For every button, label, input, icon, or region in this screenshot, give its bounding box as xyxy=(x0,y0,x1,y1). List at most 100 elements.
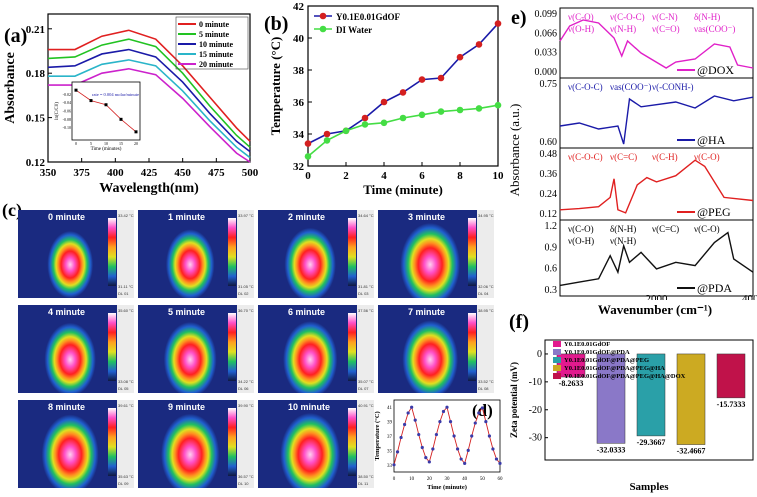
thermal-tmin: 35.63 °C xyxy=(118,474,134,479)
chart-e-legend-label: @PDA xyxy=(697,281,732,295)
chart-d-point xyxy=(498,461,502,465)
thermal-tmax: 39.90 °C xyxy=(238,403,254,408)
chart-b-point xyxy=(323,130,331,138)
chart-b-point xyxy=(304,153,312,160)
chart-d-xtick-label: 50 xyxy=(480,477,486,482)
chart-d-point xyxy=(399,435,403,440)
chart-a-xtick-label: 400 xyxy=(107,167,124,179)
chart-a-legend-label: 10 minute xyxy=(199,40,233,49)
chart-b-point xyxy=(437,74,445,82)
chart-b-xtick-label: 10 xyxy=(493,170,505,182)
chart-e-legend-label: @HA xyxy=(697,133,726,147)
chart-d-xtick-label: 10 xyxy=(409,477,415,482)
thermal-time-label: 6 minute xyxy=(288,307,326,317)
chart-f-value-label: -32.0333 xyxy=(597,445,626,454)
chart-b-point xyxy=(399,89,407,96)
chart-b-point xyxy=(494,101,502,109)
thermal-colorbar xyxy=(348,408,356,476)
chart-b-point xyxy=(342,127,350,135)
thermal-tmin: 34.22 °C xyxy=(238,379,254,384)
chart-d-point xyxy=(448,420,453,424)
thermal-image: 2 minute 34.64 °C 31.81 °C DL 03 xyxy=(258,210,374,298)
chart-e-xlabel: Wavenumber (cm⁻¹) xyxy=(598,302,712,317)
chart-b-point xyxy=(418,76,426,83)
chart-a-xtick-label: 450 xyxy=(174,167,191,179)
chart-f-value-label: -29.3667 xyxy=(637,438,666,447)
thermal-tmin: 31.81 °C xyxy=(358,284,374,289)
chart-a-inset-xtick: 20 xyxy=(134,141,138,146)
thermal-scale-panel xyxy=(477,210,494,298)
chart-a-ytick-label: 0.21 xyxy=(26,24,45,36)
chart-e-annotation: νas(COO⁻) xyxy=(610,82,651,92)
chart-e-annotation: ν(C-N) xyxy=(652,12,678,22)
chart-a-inset-ytick: -0.08 xyxy=(63,117,71,122)
chart-a-ytick-label: 0.18 xyxy=(26,68,46,80)
chart-b-ytick-label: 38 xyxy=(293,65,305,77)
chart-e-annotation: ν(C-H) xyxy=(652,152,678,162)
chart-a-inset-frame xyxy=(71,81,141,141)
thermal-scale-panel xyxy=(237,210,254,298)
chart-d-point xyxy=(434,432,438,437)
chart-a-ytick-label: 0.12 xyxy=(26,157,46,169)
chart-d-xtick-label: 60 xyxy=(498,477,504,482)
chart-f-bar xyxy=(596,353,626,444)
chart-f-ytick-label: -10 xyxy=(529,377,542,388)
chart-b-xtick-label: 6 xyxy=(419,170,425,182)
thermal-time-label: 1 minute xyxy=(168,212,206,222)
thermal-id: DL 01 xyxy=(118,291,129,296)
thermal-tmax: 35.60 °C xyxy=(118,308,134,313)
chart-e-annotation: δ(N-H) xyxy=(694,12,720,22)
chart-e-spectrum xyxy=(559,231,754,287)
thermal-colorbar xyxy=(468,313,476,381)
chart-e-subframe xyxy=(559,219,754,297)
thermal-colorbar xyxy=(108,313,116,381)
thermal-id: DL 10 xyxy=(238,481,249,486)
chart-e-annotation: ν(C=C) xyxy=(610,152,637,162)
chart-a-inset-point xyxy=(134,130,138,134)
thermal-colorbar xyxy=(348,218,356,286)
chart-e-annotation: ν(O-H) xyxy=(568,24,594,34)
chart-b-ytick-label: 42 xyxy=(293,1,305,13)
chart-d-point xyxy=(438,420,442,424)
chart-a-inset-xtick: 15 xyxy=(119,141,123,146)
chart-b-point xyxy=(304,140,312,147)
thermal-scale-panel xyxy=(477,305,494,393)
chart-e-ytick-label: 0.099 xyxy=(535,9,558,20)
chart-d-point xyxy=(487,434,491,438)
chart-e-ytick-label: 0.48 xyxy=(540,149,558,160)
thermal-scale-panel xyxy=(357,400,374,488)
chart-a-inset-point xyxy=(74,88,78,92)
thermal-id: DL 03 xyxy=(358,291,369,296)
thermal-tmax: 33.97 °C xyxy=(238,213,254,218)
thermal-id: DL 08 xyxy=(478,386,489,391)
chart-e-spectrum xyxy=(559,95,754,145)
chart-d-ylabel: Temperature (°C) xyxy=(374,411,381,460)
chart-b-point xyxy=(323,137,331,144)
chart-a-inset-xlabel: Time (minutes) xyxy=(91,147,122,152)
chart-e-ytick-label: 0.9 xyxy=(545,242,558,253)
chart-e-ytick-label: 0.60 xyxy=(540,137,558,148)
chart-e-ylabel: Absorbance (a.u.) xyxy=(507,104,522,197)
chart-b-point xyxy=(456,106,464,114)
thermal-tmax: 37.56 °C xyxy=(358,308,374,313)
thermal-time-label: 7 minute xyxy=(408,307,446,317)
chart-a-inset-xtick: 10 xyxy=(104,141,108,146)
chart-d-point xyxy=(392,463,396,467)
chart-b-legend-marker xyxy=(319,25,327,33)
chart-f-legend-label: Y0.1E0.01GdOF@PDA xyxy=(564,349,630,356)
thermal-colorbar xyxy=(228,218,236,286)
thermal-tmin: 38.50 °C xyxy=(358,474,374,479)
chart-d-cycles: (d) 0 10 20 30 40 50 60 33 35 37 39 41 Time (minute) T… xyxy=(370,392,505,497)
chart-e-annotation: ν(O-H) xyxy=(568,236,594,246)
chart-e-annotation: ν(C=C) xyxy=(652,224,679,234)
chart-f-legend-swatch xyxy=(553,373,561,379)
thermal-tmax: 39.61 °C xyxy=(118,403,134,408)
thermal-time-label: 2 minute xyxy=(288,212,326,222)
chart-d-ytick-label: 35 xyxy=(387,449,393,454)
chart-b-series-line xyxy=(307,104,499,158)
chart-a-panel-label: (a) xyxy=(4,25,27,47)
thermal-tmin: 32.06 °C xyxy=(478,284,494,289)
chart-e-annotation: νas(COO⁻) xyxy=(694,24,735,34)
chart-d-point xyxy=(484,420,488,424)
chart-f-zeta: Wavenumber (cm⁻¹) (f) 0 -10 -20 -30 -8.2633 -32… xyxy=(509,302,754,493)
